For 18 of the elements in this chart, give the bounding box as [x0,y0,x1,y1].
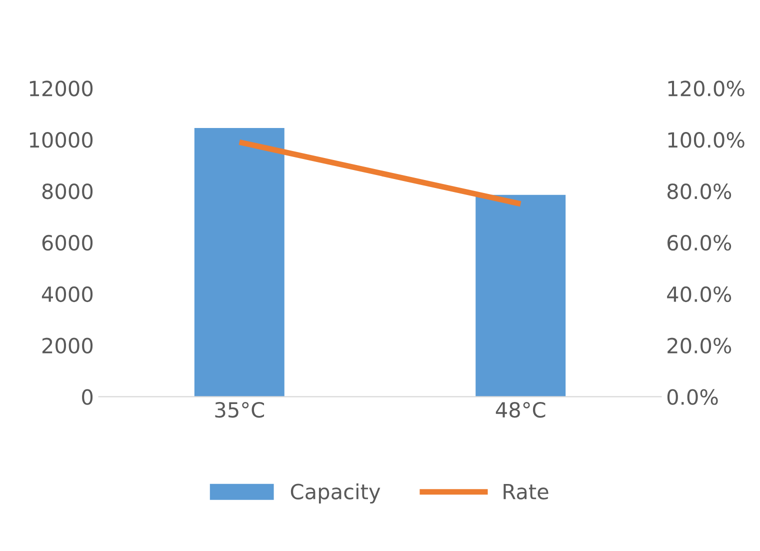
x-tick-label: 48°C [496,402,546,418]
y2-tick-label: 120.0% [668,80,744,96]
y-tick-label: 0 [82,389,93,405]
y-tick-label: 12000 [30,80,93,96]
y2-tick-label: 100.0% [668,132,744,148]
y-tick-label: 10000 [30,132,93,148]
y-tick-label: 6000 [42,234,93,251]
y2-tick-label: 0.0% [667,389,718,405]
legend-label: Rate [504,484,548,500]
y-tick-label: 4000 [42,286,93,302]
legend-label: Capacity [290,483,380,504]
y2-tick-label: 40.0% [667,286,732,302]
y2-tick-label: 80.0% [667,183,732,200]
y2-tick-label: 20.0% [668,338,732,354]
x-tick-label: 35°C [215,402,264,418]
y-tick-label: 2000 [42,338,93,354]
y2-tick-label: 60.0% [668,234,732,251]
y-tick-label: 8000 [42,183,93,200]
